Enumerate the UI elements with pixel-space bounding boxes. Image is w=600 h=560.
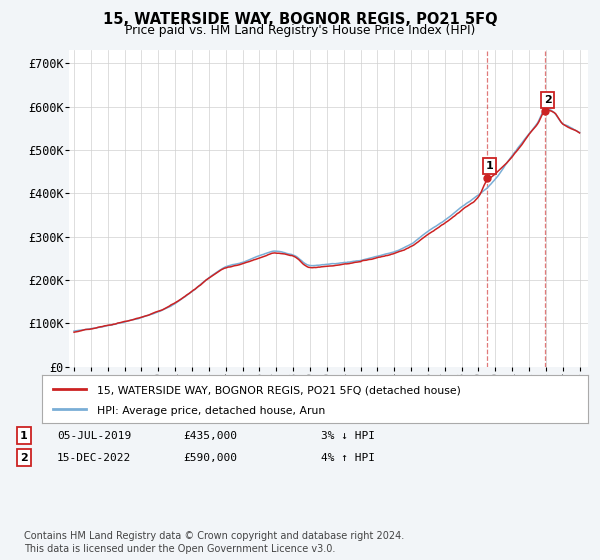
Text: 15, WATERSIDE WAY, BOGNOR REGIS, PO21 5FQ (detached house): 15, WATERSIDE WAY, BOGNOR REGIS, PO21 5F… [97, 385, 460, 395]
Text: 05-JUL-2019: 05-JUL-2019 [57, 431, 131, 441]
Text: £435,000: £435,000 [183, 431, 237, 441]
Text: 2: 2 [544, 95, 551, 105]
Text: 15, WATERSIDE WAY, BOGNOR REGIS, PO21 5FQ: 15, WATERSIDE WAY, BOGNOR REGIS, PO21 5F… [103, 12, 497, 27]
Text: 1: 1 [486, 161, 494, 171]
Text: Contains HM Land Registry data © Crown copyright and database right 2024.
This d: Contains HM Land Registry data © Crown c… [24, 531, 404, 554]
Text: Price paid vs. HM Land Registry's House Price Index (HPI): Price paid vs. HM Land Registry's House … [125, 24, 475, 36]
Text: 1: 1 [20, 431, 28, 441]
Text: HPI: Average price, detached house, Arun: HPI: Average price, detached house, Arun [97, 407, 325, 417]
Text: £590,000: £590,000 [183, 452, 237, 463]
Text: 3% ↓ HPI: 3% ↓ HPI [321, 431, 375, 441]
Text: 4% ↑ HPI: 4% ↑ HPI [321, 452, 375, 463]
Text: 15-DEC-2022: 15-DEC-2022 [57, 452, 131, 463]
Text: 2: 2 [20, 452, 28, 463]
